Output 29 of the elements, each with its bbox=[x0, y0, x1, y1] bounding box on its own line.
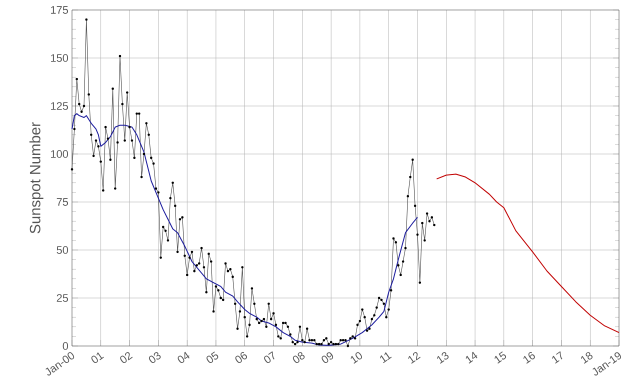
x-tick-label: 17 bbox=[552, 351, 562, 364]
x-tick-label: 09 bbox=[322, 352, 334, 363]
y-tick-label: 175 bbox=[51, 6, 68, 14]
x-tick-label: 02 bbox=[120, 352, 133, 363]
x-tick-label: 15 bbox=[494, 351, 506, 364]
x-tick-label: 05 bbox=[206, 352, 218, 363]
y-tick-label: 0 bbox=[62, 342, 68, 350]
y-tick-label: 100 bbox=[51, 150, 68, 158]
x-tick-label: 11 bbox=[380, 352, 392, 364]
x-tick-label: 03 bbox=[148, 352, 161, 363]
y-tick-label: 50 bbox=[56, 246, 68, 254]
x-tick-label: 06 bbox=[235, 352, 248, 363]
x-tick-label: 16 bbox=[523, 352, 535, 364]
x-tick-label: 08 bbox=[292, 352, 305, 363]
x-tick-label: 10 bbox=[350, 352, 362, 364]
line-series bbox=[72, 113, 418, 346]
x-tick-label: 18 bbox=[580, 352, 593, 364]
line-series bbox=[436, 174, 620, 334]
y-tick-label: 75 bbox=[56, 198, 68, 206]
y-tick-label: 125 bbox=[51, 102, 68, 110]
x-tick-label: 13 bbox=[437, 352, 449, 364]
x-tick-label: 04 bbox=[178, 352, 190, 363]
x-tick-label: 01 bbox=[91, 352, 104, 363]
y-tick-label: 150 bbox=[51, 54, 68, 62]
y-tick-label: 25 bbox=[56, 294, 68, 302]
x-tick-label: 12 bbox=[408, 352, 421, 364]
y-axis-title: Sunspot Number bbox=[29, 122, 44, 234]
x-tick-label: 07 bbox=[264, 351, 274, 363]
x-tick-label: 14 bbox=[466, 352, 478, 364]
